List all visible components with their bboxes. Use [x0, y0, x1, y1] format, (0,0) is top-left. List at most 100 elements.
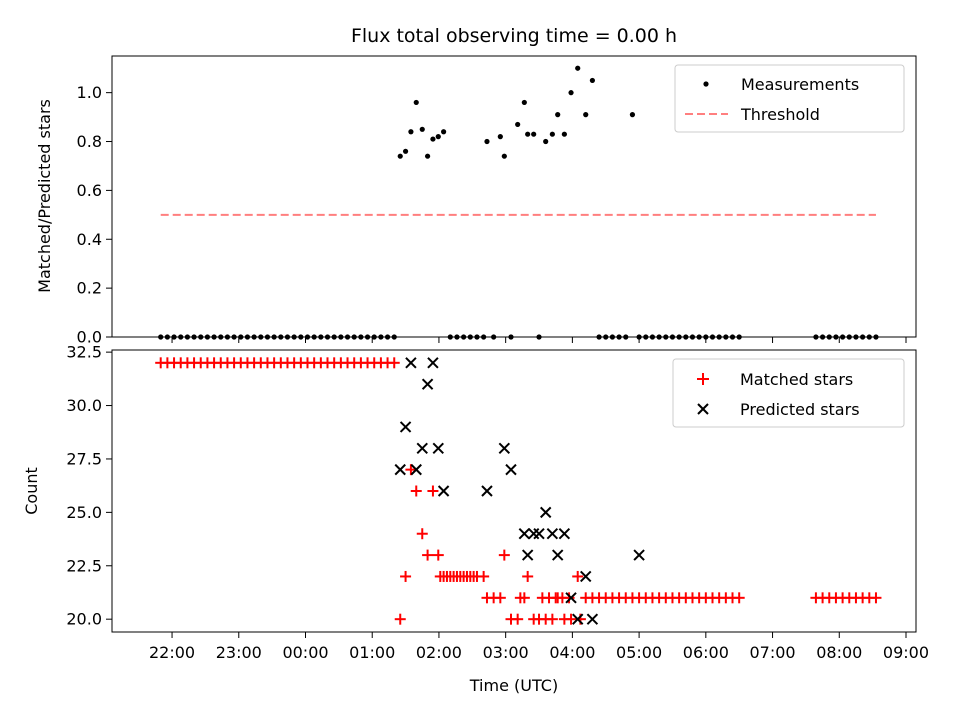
count-y-tick-label: 32.5	[66, 343, 102, 362]
predicted-star-marker	[421, 378, 434, 390]
matched-star-marker	[563, 592, 575, 604]
predicted-star-marker	[498, 442, 511, 454]
measurement-point	[575, 65, 581, 71]
predicted-star-marker	[586, 613, 599, 625]
ratio-y-ticks: 0.0 0.2 0.4 0.6 0.8 1.0	[77, 83, 112, 347]
measurement-point	[402, 148, 409, 154]
count-y-tick-label: 20.0	[66, 610, 102, 629]
measurement-point	[435, 134, 441, 140]
ratio-y-tick-label: 0.8	[77, 132, 102, 151]
measurement-point	[419, 126, 425, 132]
predicted-star-marker	[551, 549, 564, 561]
count-legend: Matched stars Predicted stars	[672, 358, 905, 428]
ratio-y-tick-label: 0.4	[77, 230, 102, 249]
count-y-tick-label: 27.5	[66, 449, 102, 468]
predicted-star-marker	[521, 549, 534, 561]
predicted-star-marker	[432, 442, 444, 454]
measurement-point	[408, 129, 414, 135]
ratio-y-tick-label: 0.2	[77, 279, 102, 298]
legend-predicted-marker	[697, 403, 709, 415]
predicted-star-marker	[410, 463, 422, 476]
matched-star-marker	[410, 485, 422, 497]
x-tick-label: 02:00	[416, 643, 462, 662]
predicted-star-marker	[437, 485, 450, 497]
measurement-point	[555, 112, 561, 118]
measurement-point	[568, 90, 574, 96]
x-tick-label: 04:00	[549, 643, 595, 662]
predicted-star-marker	[518, 528, 531, 540]
measurement-point	[521, 99, 527, 106]
chart-title: Flux total observing time = 0.00 h	[351, 25, 677, 47]
matched-star-marker	[572, 570, 584, 582]
count-y-tick-label: 22.5	[66, 556, 102, 575]
predicted-star-marker	[405, 357, 417, 369]
matched-star-marker	[512, 613, 524, 625]
legend-measurements-marker	[703, 81, 709, 87]
ratio-panel: Flux total observing time = 0.00 h 0.00.…	[35, 25, 917, 347]
predicted-star-marker	[399, 421, 412, 433]
matched-star-marker	[388, 357, 400, 369]
predicted-star-marker	[539, 506, 552, 519]
legend-measurements-label: Measurements	[741, 75, 859, 94]
matched-star-marker	[514, 592, 526, 604]
measurement-point	[583, 112, 589, 118]
matched-star-marker	[400, 570, 412, 582]
matched-star-marker	[416, 528, 428, 540]
legend-matched-marker	[697, 373, 709, 385]
measurement-point	[430, 136, 436, 142]
count-panel: 20.0 22.5 25.0 27.5 30.0 32.5 22:00 23:00 00:00…	[22, 343, 929, 695]
ratio-legend-frame	[674, 64, 905, 133]
x-tick-label: 00:00	[282, 643, 328, 662]
x-tick-label: 03:00	[483, 643, 529, 662]
x-tick-label: 08:00	[816, 643, 862, 662]
matched-star-marker	[422, 549, 434, 561]
matched-star-marker	[468, 570, 480, 582]
measurement-point	[589, 77, 595, 84]
x-tick-label: 01:00	[349, 643, 395, 662]
ratio-y-tick-label: 1.0	[77, 83, 102, 102]
predicted-star-marker	[546, 528, 559, 540]
x-tick-label: 09:00	[883, 643, 929, 662]
matched-star-marker	[394, 613, 406, 625]
x-tick-label: 22:00	[149, 643, 195, 662]
predicted-star-marker	[572, 613, 584, 625]
measurement-point	[413, 99, 419, 106]
measurement-point	[543, 138, 549, 145]
x-tick-label: 06:00	[683, 643, 729, 662]
matched-star-marker	[733, 592, 745, 604]
matched-star-marker	[870, 592, 882, 604]
legend-matched-label: Matched stars	[740, 370, 853, 389]
matched-star-marker	[432, 549, 444, 561]
predicted-star-marker	[481, 485, 493, 497]
predicted-star-marker	[558, 528, 571, 540]
count-y-tick-label: 25.0	[66, 503, 102, 522]
legend-threshold-label: Threshold	[740, 105, 820, 124]
ratio-axes-frame	[111, 55, 917, 338]
measurement-point	[424, 153, 431, 159]
x-tick-label: 23:00	[216, 643, 262, 662]
measurement-point	[501, 153, 507, 159]
matched-star-marker	[427, 485, 439, 497]
predicted-star-marker	[427, 357, 439, 369]
count-y-axis-label: Count	[22, 467, 41, 515]
measurement-point	[549, 131, 555, 137]
predicted-star-marker	[416, 442, 428, 454]
x-tick-label: 05:00	[616, 643, 662, 662]
measurement-point	[484, 138, 490, 145]
ratio-y-tick-label: 0.6	[77, 181, 102, 200]
count-plot-area	[155, 357, 882, 625]
measurement-point	[515, 121, 521, 128]
ratio-y-tick-label: 0.0	[77, 328, 102, 347]
matched-star-marker	[494, 592, 506, 604]
count-x-ticks: 22:00 23:00 00:00 01:00 02:00 03:00 04:00 05:00…	[149, 632, 929, 662]
ratio-y-axis-label: Matched/Predicted stars	[35, 99, 54, 293]
predicted-star-marker	[394, 463, 406, 476]
measurement-point	[525, 131, 531, 137]
x-tick-label: 07:00	[749, 643, 795, 662]
measurement-point	[441, 129, 447, 135]
matched-star-marker	[565, 613, 577, 625]
measurement-point	[531, 131, 537, 137]
matched-star-marker	[478, 570, 490, 582]
measurement-point	[629, 112, 636, 118]
